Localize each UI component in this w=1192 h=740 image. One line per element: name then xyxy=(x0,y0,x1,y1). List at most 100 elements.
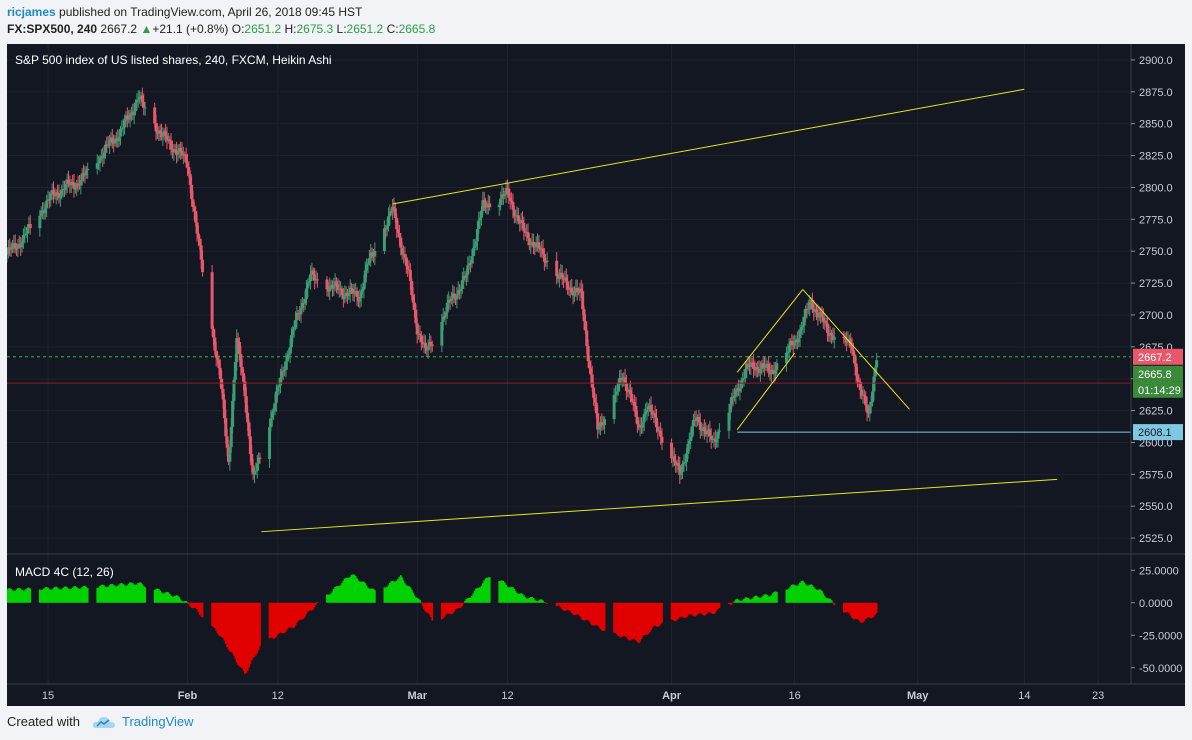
candle-body xyxy=(623,377,627,384)
macd-bar xyxy=(220,602,223,637)
macd-bar xyxy=(462,602,465,604)
author-name[interactable]: ricjames xyxy=(7,5,56,19)
reference-lines xyxy=(7,356,1131,384)
candle-body xyxy=(216,357,220,360)
macd-bar xyxy=(449,602,451,614)
macd-bar xyxy=(331,591,334,603)
time-tick-label: Feb xyxy=(178,690,198,702)
macd-bar xyxy=(360,581,363,603)
macd-bar xyxy=(849,602,852,616)
macd-bar xyxy=(618,602,621,638)
candle-body xyxy=(370,252,374,255)
macd-bar xyxy=(313,602,316,608)
candle-body xyxy=(385,225,389,230)
macd-bar xyxy=(420,602,423,604)
macd-bar xyxy=(67,588,70,603)
candle-body xyxy=(391,206,395,212)
price-tick-label: 2825.0 xyxy=(1139,151,1173,163)
candle-body xyxy=(462,276,466,281)
candle-body xyxy=(685,453,689,463)
candle-body xyxy=(499,198,503,205)
candle-body xyxy=(534,242,538,248)
macd-bar xyxy=(56,587,59,603)
symbol-label: FX:SPX500, 240 xyxy=(7,22,98,36)
macd-bar xyxy=(870,602,873,619)
macd-bar xyxy=(79,588,82,603)
candle-body xyxy=(646,406,650,410)
candle-body xyxy=(143,107,147,109)
macd-bar xyxy=(187,602,190,605)
candle-body xyxy=(60,189,64,196)
macd-bar xyxy=(691,602,693,615)
candle-body xyxy=(760,363,764,369)
candle-body xyxy=(474,241,478,247)
macd-bar xyxy=(108,585,111,603)
macd-bar xyxy=(18,587,21,603)
candle-body xyxy=(730,396,734,405)
candle-body xyxy=(229,426,233,448)
candle-body xyxy=(440,321,444,346)
candle-body xyxy=(79,180,83,186)
macd-bar xyxy=(845,602,848,613)
macd-bar xyxy=(505,584,507,603)
macd-bar xyxy=(194,602,197,608)
candle-body xyxy=(185,162,189,168)
macd-bar xyxy=(458,602,461,609)
candle-body xyxy=(586,345,590,362)
candle-body xyxy=(872,376,876,392)
macd-bar xyxy=(793,584,796,603)
candle-body xyxy=(716,431,720,439)
macd-bar xyxy=(789,586,792,603)
macd-bar xyxy=(69,589,71,603)
macd-bar xyxy=(231,602,234,654)
macd-bar xyxy=(234,602,237,659)
candle-body xyxy=(727,412,731,431)
high-label: H: xyxy=(284,22,297,36)
candle-body xyxy=(469,263,473,265)
candle-body xyxy=(299,307,303,315)
up-arrow-icon: ▲ xyxy=(140,22,153,36)
candle-body xyxy=(236,338,240,342)
macd-bar xyxy=(140,582,142,603)
macd-bar xyxy=(15,589,18,603)
macd-bar xyxy=(129,582,131,603)
candle-body xyxy=(471,248,475,257)
candle-body xyxy=(702,427,706,432)
time-tick-label: Apr xyxy=(662,690,682,702)
macd-bar xyxy=(316,602,319,604)
price-chart[interactable]: 2900.0 2875.0 2850.0 2825.0 2800.0 2775.0 2750… xyxy=(7,44,1185,706)
macd-bar xyxy=(144,587,147,603)
macd-bar xyxy=(186,602,189,603)
candle-body xyxy=(233,362,237,380)
candle-body xyxy=(743,369,747,378)
macd-bar xyxy=(860,602,863,623)
candle-body xyxy=(291,329,295,336)
macd-bar xyxy=(345,577,348,603)
candle-body xyxy=(594,402,598,414)
macd-bar xyxy=(406,585,409,603)
candle-body xyxy=(709,436,713,440)
price-tick-label: 2750.0 xyxy=(1139,246,1173,258)
candle-body xyxy=(95,163,99,169)
candle-body xyxy=(325,279,329,290)
macd-bar xyxy=(774,591,777,603)
candle-body xyxy=(527,238,531,245)
drawings xyxy=(261,88,1131,533)
macd-bar xyxy=(295,602,298,623)
macd-axis[interactable]: 25.0000 0.0000 -25.0000 -50.0000 xyxy=(1131,565,1182,675)
candle-body xyxy=(80,173,84,181)
macd-bar xyxy=(656,602,659,627)
time-axis[interactable]: 15 Feb 12 Mar 12 Apr 16 May 14 23 xyxy=(42,690,1104,702)
macd-bar xyxy=(405,585,408,603)
macd-bar xyxy=(290,602,293,628)
candle-body xyxy=(683,462,687,464)
macd-bar xyxy=(589,602,592,624)
macd-bar xyxy=(71,587,74,603)
macd-bar xyxy=(211,602,214,627)
macd-bar xyxy=(190,602,193,608)
tradingview-link[interactable]: TradingView xyxy=(86,714,194,729)
macd-bar xyxy=(744,597,747,603)
candle-body xyxy=(804,309,808,317)
macd-bar xyxy=(507,587,510,603)
macd-bar xyxy=(636,602,639,643)
